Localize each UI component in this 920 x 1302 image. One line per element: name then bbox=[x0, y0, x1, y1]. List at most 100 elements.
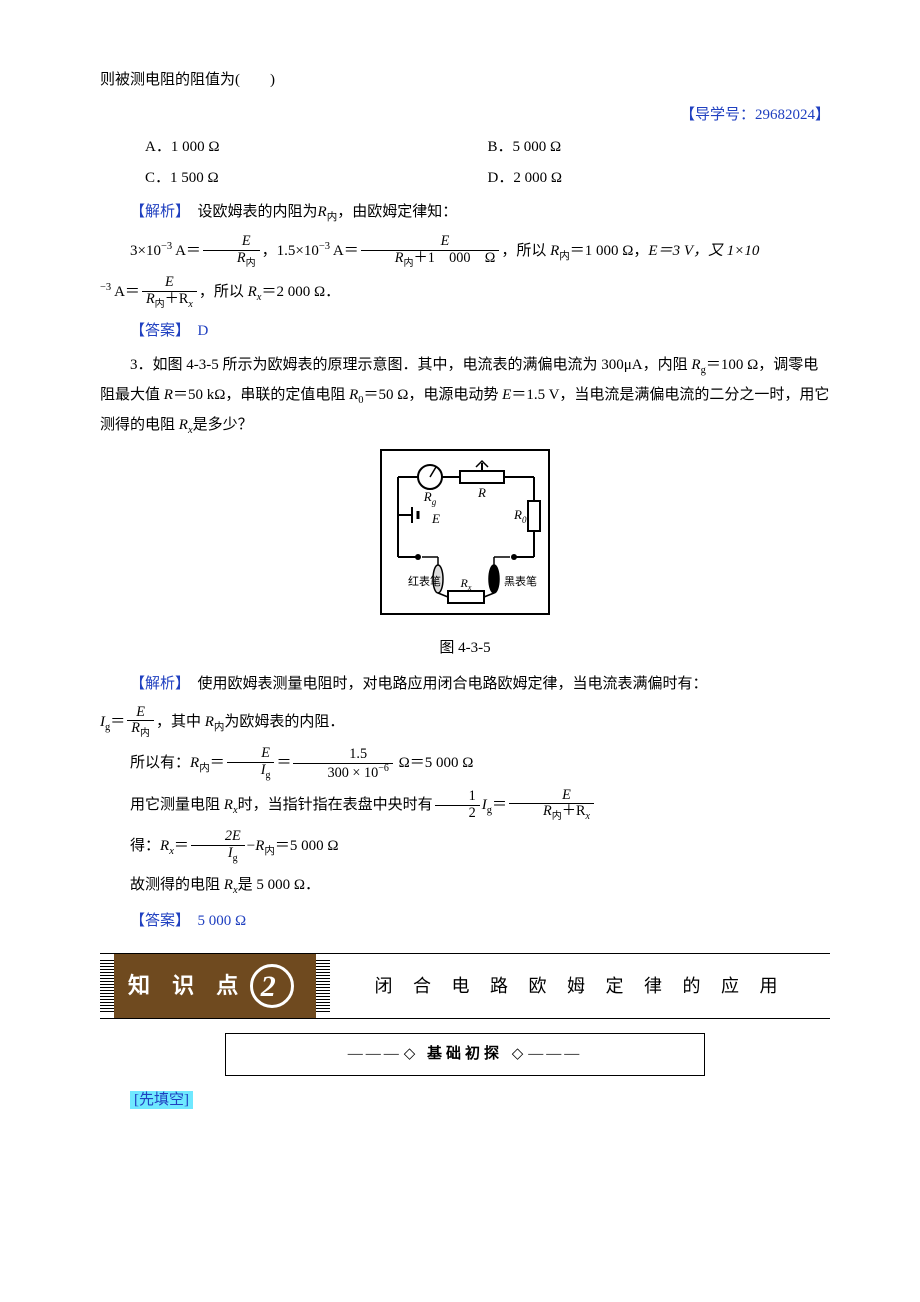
frac-l2b: 1.5300 × 10−6 bbox=[293, 747, 392, 781]
l2t: Ω＝5 000 Ω bbox=[395, 755, 474, 771]
l3a: 用它测量电阻 bbox=[130, 797, 224, 813]
ans-label: 【答案】 bbox=[130, 323, 183, 339]
jiexi-label: 【解析】 bbox=[130, 204, 183, 220]
frac1: ER内 bbox=[203, 234, 260, 269]
rs1: 内 bbox=[246, 257, 256, 268]
rxs: x bbox=[188, 299, 192, 310]
l2e1: ＝ bbox=[210, 755, 225, 771]
rs4: 内 bbox=[155, 299, 165, 310]
l2a: 所以有： bbox=[130, 755, 190, 771]
q3-line4: 得：Rx＝2EIg−R内＝5 000 Ω bbox=[100, 829, 830, 864]
l2e2: ＝ bbox=[276, 755, 291, 771]
kp-left: 知 识 点 2 bbox=[100, 954, 330, 1018]
r-s: R bbox=[164, 387, 173, 403]
svg-text:Rx: Rx bbox=[460, 576, 472, 592]
e6: E bbox=[562, 787, 571, 803]
q2-options-row2: C．1 500 Ω D．2 000 Ω bbox=[145, 164, 830, 193]
knowledge-point-section: 知 识 点 2 闭 合 电 路 欧 姆 定 律 的 应 用 ———◇ 基础初探 … bbox=[100, 953, 830, 1076]
l5b: 是 5 000 Ω． bbox=[238, 877, 320, 893]
eq-m3: A＝ bbox=[111, 285, 140, 301]
l2n: 1.5 bbox=[293, 747, 392, 764]
q3-stem: 3．如图 4-3-5 所示为欧姆表的原理示意图．其中，电流表的满偏电流为 300… bbox=[100, 351, 830, 441]
a3l: 【答案】 bbox=[130, 913, 183, 929]
jxeq: ＝ bbox=[110, 714, 125, 730]
r4: R bbox=[146, 291, 155, 307]
l4a: 得： bbox=[130, 838, 160, 854]
eq-exp3: −3 bbox=[100, 283, 111, 294]
ans-val: D bbox=[198, 323, 209, 339]
l4n: 2E bbox=[225, 828, 241, 844]
d2b: ＋1 000 Ω bbox=[413, 250, 495, 266]
r-sym: R bbox=[318, 204, 327, 220]
rs5: 内 bbox=[140, 728, 150, 739]
r1: R bbox=[237, 250, 246, 266]
q2-answer: 【答案】 D bbox=[100, 317, 830, 346]
kp-label-text: 知 识 点 bbox=[128, 965, 246, 1007]
circuit-diagram: Rg R E R0 Rx 红表笔 黑表笔 bbox=[100, 449, 830, 626]
eq-t: ，所以 bbox=[199, 285, 248, 301]
kp-stripes-left bbox=[100, 958, 114, 1014]
subhead-box: ———◇ 基础初探 ◇——— bbox=[225, 1033, 705, 1076]
igs4: g bbox=[233, 853, 238, 864]
frac-l4: 2EIg bbox=[191, 829, 245, 864]
eq-l: 3×10 bbox=[130, 243, 161, 259]
hn: 1 bbox=[435, 789, 480, 806]
frac-l3: ER内＋Rx bbox=[509, 788, 594, 823]
rs6: 内 bbox=[214, 722, 225, 733]
l5a: 故测得的电阻 bbox=[130, 877, 224, 893]
r-sub: 内 bbox=[327, 212, 338, 223]
rs7: 内 bbox=[199, 763, 210, 774]
rx3: R bbox=[224, 797, 233, 813]
circuit-svg: Rg R E R0 Rx 红表笔 黑表笔 bbox=[388, 457, 544, 607]
kp-stripes-right bbox=[316, 958, 330, 1014]
q2-opt-b: B．5 000 Ω bbox=[488, 133, 831, 162]
kp-header: 知 识 点 2 闭 合 电 路 欧 姆 定 律 的 应 用 bbox=[100, 953, 830, 1019]
e5: E bbox=[261, 745, 270, 761]
eq-exp2: −3 bbox=[319, 241, 330, 252]
frac3: ER内＋Rx bbox=[142, 275, 197, 310]
svg-text:R: R bbox=[477, 485, 486, 500]
kp-badge: 2 bbox=[250, 964, 294, 1008]
kp-title: 闭 合 电 路 欧 姆 定 律 的 应 用 bbox=[330, 969, 830, 1003]
frac-half: 12 bbox=[435, 789, 480, 821]
q2-stem: 则被测电阻的阻值为( ) bbox=[100, 66, 830, 95]
eq-a1: A＝ bbox=[172, 243, 201, 259]
q3-sf: 是多少？ bbox=[193, 417, 253, 433]
eq-m1: ，1.5×10 bbox=[262, 243, 319, 259]
svg-text:E: E bbox=[431, 511, 440, 526]
frac2: ER内＋1 000 Ω bbox=[361, 234, 500, 269]
rs3: 内 bbox=[559, 251, 570, 262]
fill-blank: [先填空] bbox=[100, 1086, 830, 1115]
q3-sc: ＝50 kΩ，串联的定值电阻 bbox=[173, 387, 349, 403]
fill-label: [先填空] bbox=[130, 1091, 193, 1109]
q3-sd: ＝50 Ω，电源电动势 bbox=[364, 387, 503, 403]
r6: R bbox=[205, 714, 214, 730]
q3-num: 3． bbox=[130, 357, 153, 373]
rs8: 内 bbox=[552, 811, 562, 822]
jxd: 为欧姆表的内阻． bbox=[224, 714, 344, 730]
q3-answer: 【答案】 5 000 Ω bbox=[100, 907, 830, 936]
l3eq: ＝ bbox=[492, 797, 507, 813]
l4e1: ＝ bbox=[174, 838, 189, 854]
q2-opt-a: A．1 000 Ω bbox=[145, 133, 488, 162]
frac-l2a: EIg bbox=[227, 746, 275, 781]
jx-lbl: 【解析】 bbox=[130, 676, 183, 692]
rx5: R bbox=[224, 877, 233, 893]
l4t: ＝5 000 Ω bbox=[275, 838, 339, 854]
q3-jiexi: 【解析】 使用欧姆表测量电阻时，对电路应用闭合电路欧姆定律，当电流表满偏时有： bbox=[100, 670, 830, 699]
hd: 2 bbox=[435, 806, 480, 822]
e2: E bbox=[441, 233, 450, 249]
rx2: R bbox=[248, 285, 257, 301]
emf2: E＝3 V，又 1×10 bbox=[648, 243, 759, 259]
q2-eq-line1: 3×10−3 A＝ER内，1.5×10−3 A＝ER内＋1 000 Ω，所以 R… bbox=[100, 234, 830, 269]
r8: R bbox=[543, 803, 552, 819]
jxc: ，其中 bbox=[156, 714, 205, 730]
igs2: g bbox=[265, 770, 270, 781]
q2-opt-c: C．1 500 Ω bbox=[145, 164, 488, 193]
l2d: 300 × 10 bbox=[327, 764, 378, 780]
subhead-text: 基础初探 bbox=[427, 1046, 503, 1062]
fig-caption: 图 4-3-5 bbox=[100, 634, 830, 663]
l3b: 时，当指针指在表盘中央时有 bbox=[238, 797, 433, 813]
l2de: −6 bbox=[378, 763, 389, 774]
rg-s: R bbox=[691, 357, 700, 373]
